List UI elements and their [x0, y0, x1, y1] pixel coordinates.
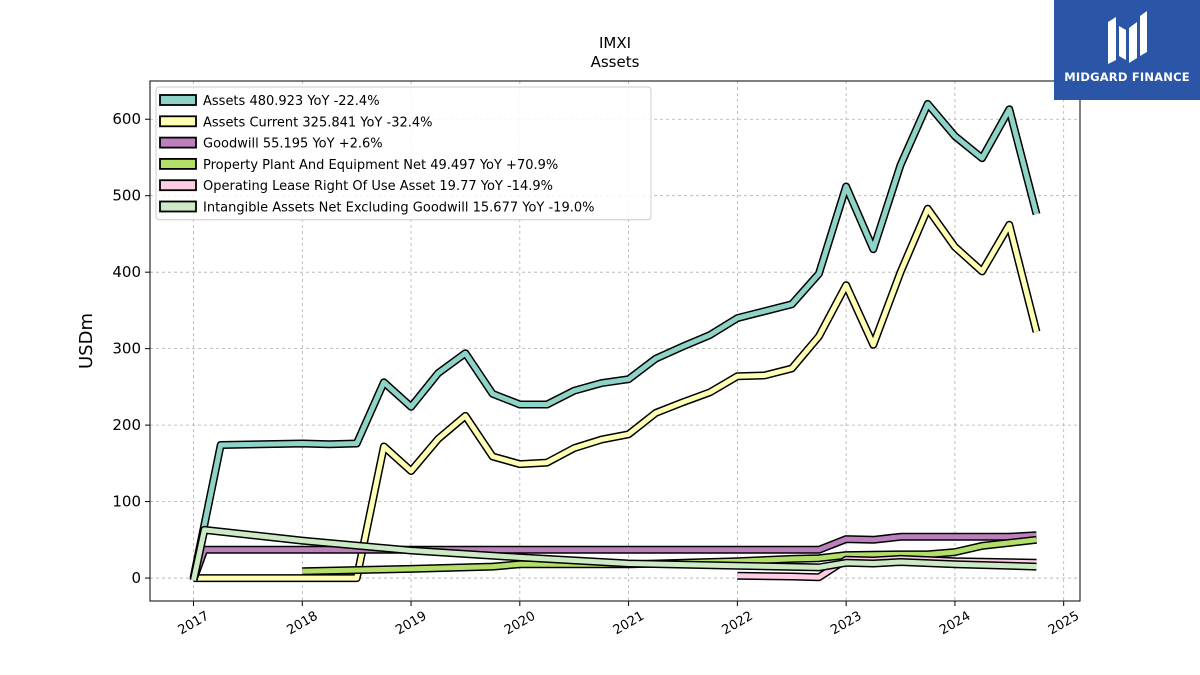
y-tick-label: 300	[112, 340, 141, 358]
series-line	[189, 531, 1037, 581]
legend-label: Operating Lease Right Of Use Asset 19.77…	[203, 179, 553, 194]
logo-text: MIDGARD FINANCE	[1064, 70, 1190, 84]
legend-swatch	[159, 179, 197, 192]
legend-swatch	[159, 136, 197, 149]
logo: MIDGARD FINANCE	[1054, 0, 1200, 100]
series-line-outline	[193, 204, 1041, 583]
x-tick-label: 2020	[502, 609, 538, 639]
x-tick-label: 2017	[176, 609, 212, 639]
plot-frame	[149, 80, 1081, 602]
y-tick-label: 100	[112, 493, 141, 511]
series-line-stroke	[191, 101, 1039, 579]
series-layer	[189, 99, 1041, 583]
chart-title: IMXI	[599, 34, 631, 52]
legend-label: Goodwill 55.195 YoY +2.6%	[203, 137, 383, 152]
legend-label: Property Plant And Equipment Net 49.497 …	[203, 158, 558, 173]
series-line-stroke	[191, 527, 1037, 581]
legend-label: Intangible Assets Net Excluding Goodwill…	[203, 201, 594, 216]
x-tick-label: 2025	[1046, 609, 1082, 639]
series-line	[189, 525, 1037, 582]
series-line	[189, 99, 1041, 579]
legend-label: Assets 480.923 YoY -22.4%	[203, 94, 380, 109]
x-tick-label: 2021	[611, 609, 647, 639]
series-line-stroke	[193, 206, 1039, 581]
legend-label: Assets Current 325.841 YoY -32.4%	[203, 115, 433, 130]
series-line-stroke	[302, 537, 1037, 574]
legend: Assets 480.923 YoY -22.4% Assets Current …	[155, 86, 652, 221]
y-axis: 0 100 200 300 400 500 600	[112, 110, 150, 587]
series-line	[193, 204, 1041, 583]
x-tick-label: 2023	[828, 609, 864, 639]
y-tick-label: 600	[112, 110, 141, 128]
legend-box	[155, 86, 652, 221]
legend-swatch	[159, 200, 197, 213]
legend-swatch	[159, 157, 197, 170]
y-tick-label: 400	[112, 263, 141, 281]
y-axis-label: USDm	[76, 313, 97, 369]
x-tick-label: 2022	[720, 609, 756, 639]
logo-mark-icon	[1108, 11, 1147, 64]
y-tick-label: 200	[112, 416, 141, 434]
chart-subtitle: Assets	[591, 53, 640, 71]
x-tick-label: 2019	[393, 609, 429, 639]
y-tick-label: 0	[131, 569, 141, 587]
x-axis: 2017 2018 2019 2020 2021 2022 2023 2024 2025	[176, 601, 1082, 638]
x-tick-label: 2018	[284, 609, 320, 639]
x-tick-label: 2024	[937, 609, 973, 639]
series-line	[302, 535, 1037, 576]
legend-swatch	[159, 94, 197, 106]
y-tick-label: 500	[112, 187, 141, 205]
series-line-stroke	[191, 532, 1037, 581]
legend-swatch	[159, 115, 197, 128]
